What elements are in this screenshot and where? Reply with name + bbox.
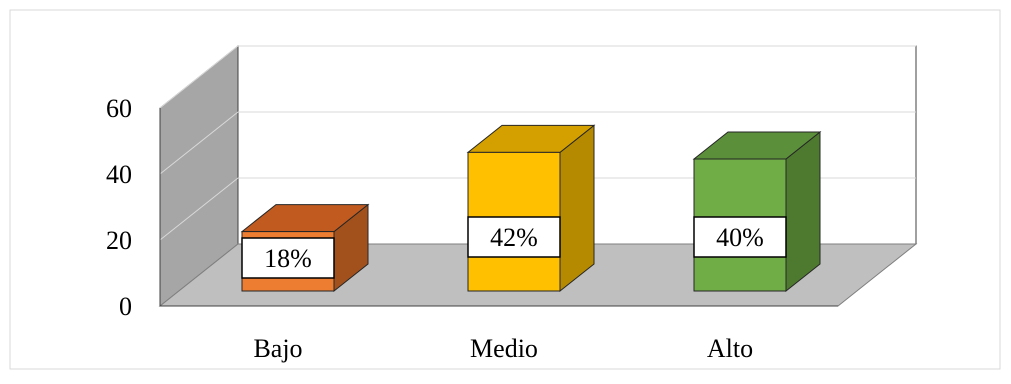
bar-medio: 42% (466, 124, 596, 293)
data-label-box (693, 216, 787, 258)
x-tick-label: Medio (470, 334, 538, 363)
bar-side (785, 130, 821, 293)
data-label: 18% (264, 244, 312, 273)
y-axis: 0 20 40 60 (106, 94, 838, 321)
bars: 18% 42% 40% (240, 124, 822, 293)
data-label: 40% (716, 223, 764, 252)
gridline-side (159, 45, 239, 109)
y-tick-label: 0 (119, 292, 132, 321)
chart-frame (9, 9, 1001, 370)
gridline-side (159, 111, 239, 175)
x-tick-label: Alto (707, 334, 753, 363)
x-axis: Bajo Medio Alto (253, 334, 753, 363)
y-tick-label: 20 (106, 226, 132, 255)
data-label-box (241, 237, 335, 279)
y-tick-label: 40 (106, 160, 132, 189)
data-label-box (467, 216, 561, 258)
data-label: 42% (490, 223, 538, 252)
gridline-side (159, 177, 239, 241)
x-tick-label: Bajo (253, 334, 302, 363)
bar-bajo: 18% (240, 203, 370, 293)
y-tick-label: 60 (106, 94, 132, 123)
bar-alto: 40% (692, 130, 822, 293)
bar-side (559, 124, 595, 293)
